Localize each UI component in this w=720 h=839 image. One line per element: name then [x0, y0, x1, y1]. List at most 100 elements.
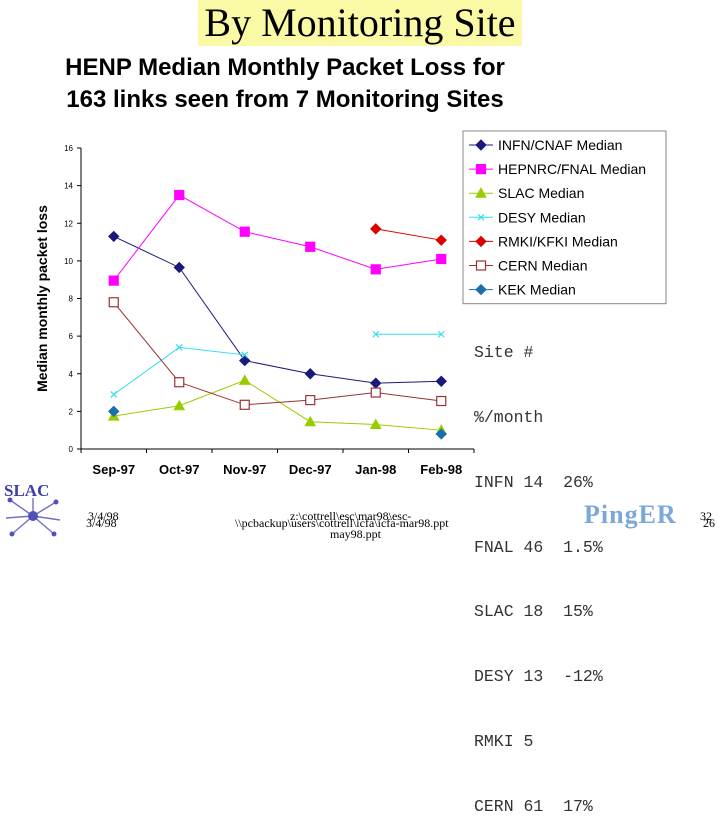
legend-label: KEK Median: [498, 282, 576, 298]
data-point: [241, 351, 249, 359]
data-point: [173, 399, 186, 411]
data-point: [436, 395, 447, 407]
y-tick-label: 14: [64, 182, 73, 191]
data-point: [369, 418, 382, 430]
legend-entry: CERN Median: [469, 258, 587, 274]
legend-marker: [475, 235, 487, 248]
data-point: [108, 297, 119, 308]
legend-entry: KEK Median: [469, 282, 576, 298]
legend-entry: DESY Median: [469, 209, 586, 225]
series-line: [113, 379, 442, 431]
chart-series: [107, 189, 448, 440]
y-axis-label: Median monthly packet loss: [34, 205, 50, 392]
data-point: [110, 391, 118, 398]
footer-page-a: 32: [700, 509, 712, 523]
y-tick-label: 4: [69, 370, 74, 379]
footer-date-a: 3/4/98: [88, 509, 119, 523]
legend-marker: [475, 260, 487, 271]
x-tick-label: Dec-97: [289, 462, 332, 477]
data-point: [173, 261, 185, 274]
data-point: [435, 375, 447, 387]
site-table-row: CERN 61 17%: [474, 796, 593, 816]
footer-page-b: 26: [703, 516, 715, 530]
x-tick-label: Sep-97: [92, 462, 135, 477]
footer-path-b: \\pcbackup\users\cottrell\icfa\icfa-mar9…: [235, 516, 449, 530]
site-table-row: Site #: [474, 343, 534, 363]
series-kek-median: [108, 405, 447, 440]
legend-label: SLAC Median: [498, 185, 584, 201]
legend-label: HEPNRC/FNAL Median: [498, 161, 646, 177]
data-point: [435, 428, 447, 440]
y-tick-label: 10: [64, 257, 73, 266]
data-point: [108, 275, 119, 286]
marker-stroke: [175, 343, 183, 351]
series-line: [113, 235, 442, 384]
chart-title-line-2: 163 links seen from 7 Monitoring Sites: [66, 86, 504, 113]
data-point: [370, 387, 381, 398]
y-tick-label: 12: [64, 219, 73, 228]
legend-entry: RMKI/KFKI Median: [469, 233, 618, 249]
series-hepnrc-fnal-median: [108, 189, 447, 286]
data-point: [108, 230, 120, 243]
x-tick-label: Oct-97: [159, 462, 199, 477]
chart-axes: 0 2 4 6 8 10 12 14 16 Sep-97 Oct-97 Nov-97 Dec-97 Jan…: [34, 144, 475, 477]
y-tick-label: 16: [64, 144, 73, 153]
legend-label: INFN/CNAF Median: [498, 137, 622, 153]
marker-stroke: [110, 391, 118, 398]
marker-stroke: [477, 213, 485, 221]
series-rmki-kfki-median: [370, 223, 447, 246]
data-point: [239, 226, 250, 237]
legend-entry: INFN/CNAF Median: [469, 137, 622, 153]
series-line: [113, 194, 442, 281]
data-point: [370, 264, 381, 275]
data-point: [437, 330, 445, 338]
legend-marker: [477, 213, 485, 221]
data-point: [108, 405, 120, 418]
site-table-row: INFN 14 26%: [474, 472, 593, 492]
slide-title-bar: By Monitoring Site: [0, 0, 720, 46]
site-table-row: RMKI 5: [474, 731, 534, 751]
series-line: [113, 301, 442, 406]
legend-label: DESY Median: [498, 209, 586, 225]
legend-entry: HEPNRC/FNAL Median: [469, 161, 646, 177]
pinger-logo: PingER: [584, 500, 677, 529]
series-line: [113, 346, 245, 395]
data-point: [305, 394, 316, 406]
x-tick-label: Nov-97: [223, 462, 266, 477]
data-point: [305, 241, 316, 252]
data-point: [435, 234, 447, 246]
series-infn-cnaf-median: [108, 230, 447, 389]
legend-marker: [475, 283, 487, 296]
marker-stroke: [437, 330, 445, 338]
series-desy-median: [110, 330, 445, 398]
data-point: [370, 223, 382, 235]
site-table-row: SLAC 18 15%: [474, 602, 593, 622]
series-slac-median: [107, 374, 448, 435]
data-point: [372, 330, 380, 338]
series-cern-median: [108, 297, 447, 410]
legend-marker: [475, 139, 487, 151]
marker-stroke: [372, 330, 380, 338]
slide-title: By Monitoring Site: [198, 0, 522, 46]
site-table-row: %/month: [474, 407, 544, 427]
chart-legend: INFN/CNAF Median HEPNRC/FNAL Median SLAC M…: [462, 130, 667, 305]
site-table-row: DESY 13 -12%: [474, 667, 603, 687]
data-point: [304, 368, 316, 380]
legend-label: RMKI/KFKI Median: [498, 233, 618, 249]
data-point: [174, 377, 185, 388]
x-tick-label: Feb-98: [420, 462, 462, 477]
packet-loss-chart: 0 2 4 6 8 10 12 14 16 Sep-97 Oct-97 Nov-97 Dec-97 Jan…: [34, 130, 667, 477]
data-point: [239, 354, 251, 367]
data-point: [436, 253, 447, 265]
data-point: [238, 374, 251, 385]
y-tick-label: 8: [69, 295, 74, 304]
legend-box: [462, 130, 667, 305]
chart-title: HENP Median Monthly Packet Loss for 163 …: [0, 52, 570, 116]
y-tick-label: 0: [69, 445, 74, 454]
legend-entry: SLAC Median: [469, 185, 584, 201]
y-tick-label: 6: [69, 332, 74, 341]
slac-logo-text: SLAC: [4, 481, 49, 500]
data-point: [370, 377, 382, 389]
data-point: [174, 189, 185, 201]
site-table: Site # %/month INFN 14 26% FNAL 46 1.5% …: [474, 299, 603, 839]
